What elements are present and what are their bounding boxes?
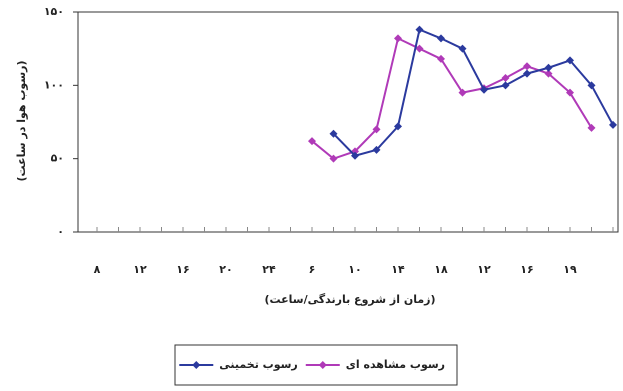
legend-label: رسوب مشاهده ای bbox=[346, 358, 445, 371]
data-point bbox=[480, 85, 488, 94]
x-tick-label: ۱۹ bbox=[563, 263, 577, 276]
data-point bbox=[372, 145, 381, 154]
series-line bbox=[311, 36, 593, 160]
y-tick-label: ۱۰۰ bbox=[44, 78, 64, 91]
y-axis-title: (رسوب هوا در ساعت) bbox=[15, 60, 28, 181]
legend-marker bbox=[192, 361, 201, 369]
x-tick-label: ۱۶ bbox=[176, 263, 189, 276]
x-tick-label: ۸ bbox=[94, 263, 101, 276]
x-tick-label: ۱۲ bbox=[133, 263, 147, 276]
x-tick-label: ۱۲ bbox=[477, 263, 491, 276]
data-point bbox=[609, 120, 617, 129]
data-point bbox=[544, 69, 553, 78]
data-point bbox=[587, 123, 596, 132]
data-point bbox=[501, 81, 510, 90]
data-point bbox=[329, 154, 338, 163]
x-tick-label: ۱۶ bbox=[520, 263, 533, 276]
legend-label: رسوب تخمینی bbox=[219, 358, 297, 371]
data-point bbox=[458, 44, 467, 53]
y-tick-label: ۱۵۰ bbox=[44, 5, 64, 18]
x-axis-title: (زمان از شروع بارندگی/ساعت) bbox=[264, 293, 435, 306]
data-point bbox=[415, 25, 424, 34]
data-point bbox=[372, 125, 381, 134]
data-point bbox=[437, 34, 445, 43]
data-point bbox=[523, 69, 531, 78]
data-point bbox=[544, 63, 553, 72]
data-point bbox=[351, 151, 359, 160]
data-point bbox=[308, 137, 316, 146]
x-tick-label: ۲۴ bbox=[262, 263, 276, 276]
legend-marker bbox=[318, 361, 327, 369]
data-point bbox=[566, 88, 574, 97]
x-tick-label: ۱۰ bbox=[348, 263, 361, 276]
data-point bbox=[437, 54, 445, 63]
data-point bbox=[458, 88, 467, 97]
x-tick-label: ۱۸ bbox=[434, 263, 448, 276]
data-point bbox=[394, 34, 402, 43]
data-point bbox=[415, 44, 424, 53]
data-point bbox=[394, 122, 402, 131]
x-tick-label: ۱۴ bbox=[391, 263, 405, 276]
data-point bbox=[587, 81, 596, 90]
x-tick-label: ۶ bbox=[309, 263, 316, 276]
y-tick-label: ۰ bbox=[57, 225, 64, 238]
plot-frame bbox=[77, 11, 619, 233]
data-point bbox=[566, 56, 574, 65]
data-point bbox=[329, 129, 338, 138]
y-tick-label: ۵۰ bbox=[51, 152, 64, 165]
series-line bbox=[332, 28, 614, 157]
data-point bbox=[523, 62, 531, 71]
x-tick-label: ۲۰ bbox=[219, 263, 232, 276]
data-point bbox=[501, 74, 510, 82]
legend-box bbox=[174, 344, 458, 386]
